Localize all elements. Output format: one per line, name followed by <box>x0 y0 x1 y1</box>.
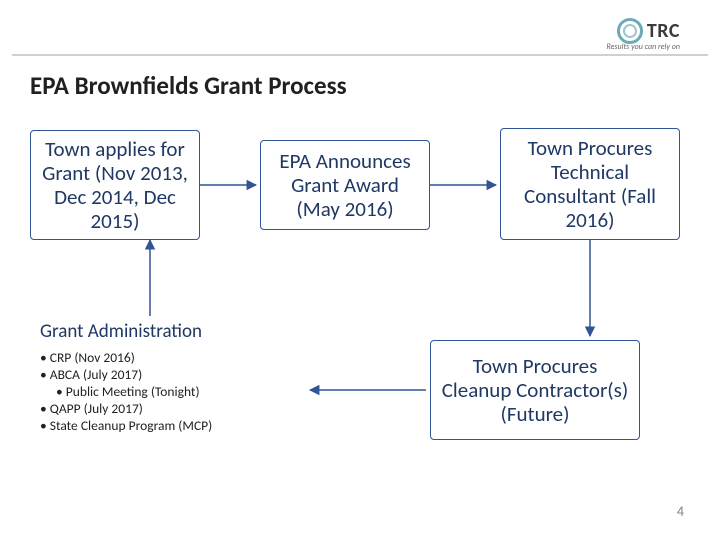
logo-icon <box>617 18 643 44</box>
page-number: 4 <box>677 503 684 520</box>
admin-item: Public Meeting (Tonight) <box>40 383 212 400</box>
admin-item: State Cleanup Program (MCP) <box>40 417 212 434</box>
flow-box-b2: EPA Announces Grant Award (May 2016) <box>260 140 430 230</box>
logo-tagline: Results you can rely on <box>606 42 680 52</box>
grant-admin-list: CRP (Nov 2016)ABCA (July 2017)Public Mee… <box>40 349 212 434</box>
grant-admin-title: Grant Administration <box>40 320 212 343</box>
admin-item: QAPP (July 2017) <box>40 400 212 417</box>
slide: TRC Results you can rely on EPA Brownfie… <box>0 0 720 540</box>
grant-admin-block: Grant Administration CRP (Nov 2016)ABCA … <box>40 320 212 434</box>
logo: TRC <box>617 18 680 44</box>
flow-box-b4: Town Procures Cleanup Contractor(s) (Fut… <box>430 340 640 440</box>
page-title: EPA Brownfields Grant Process <box>30 70 347 101</box>
flow-box-b1: Town applies for Grant (Nov 2013, Dec 20… <box>30 130 200 240</box>
flow-box-b3: Town Procures Technical Consultant (Fall… <box>500 128 680 240</box>
admin-item: CRP (Nov 2016) <box>40 349 212 366</box>
logo-text: TRC <box>647 19 680 43</box>
admin-item: ABCA (July 2017) <box>40 366 212 383</box>
divider <box>12 54 708 56</box>
